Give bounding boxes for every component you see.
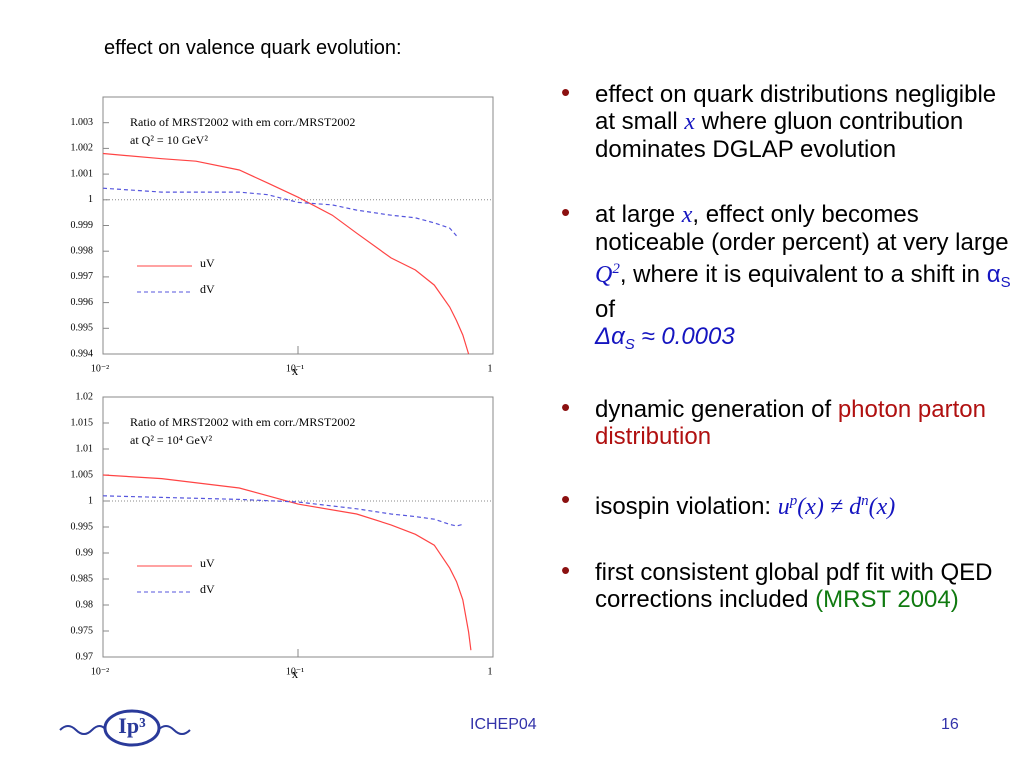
bullet-text: n [861,493,869,509]
bullet-text: S [1000,274,1011,291]
x-tick-label: 1 [488,363,493,374]
bullet-text: dynamic generation of [595,396,838,423]
y-tick-label: 1.005 [71,469,94,480]
chart-title: Ratio of MRST2002 with em corr./MRST2002 [130,115,355,129]
chart-subtitle: at Q² = 10 GeV² [130,133,208,147]
y-tick-label: 1 [88,495,93,506]
page-number: 16 [941,716,959,733]
x-tick-label: 10⁻¹ [286,363,304,374]
bullet-text: , where it is equivalent to a shift in [619,261,987,288]
bullet-text: where gluon contribution dominates DGLAP… [595,108,964,163]
series-line [102,152,470,355]
bullet: at large x, effect only becomes noticeab… [561,199,1015,358]
x-axis-label: x [292,666,299,681]
x-tick-label: 1 [488,666,493,677]
x-tick-label: 10⁻² [91,666,109,677]
series-line [102,495,463,527]
y-tick-label: 1.001 [71,168,94,179]
bullet-text: S [624,336,635,353]
bullet-text: isospin violation: [595,493,778,520]
heading: effect on valence quark evolution: [104,37,402,59]
bullet-text: (x) [868,494,896,520]
bullet-text: α [986,261,1001,288]
bullet-text: p [789,493,798,509]
y-tick-label: 0.996 [71,297,94,308]
bullet-text: effect on quark distributions negligible… [595,81,997,135]
legend-label: dV [200,282,215,296]
bullet: dynamic generation of photon parton dist… [561,394,1015,450]
footer-center: ICHEP04 [470,716,537,733]
bullet-text: Δα [595,323,625,350]
bullet: isospin violation: up(x) ≠ dn(x) [561,486,1015,521]
bullet-text: of [595,296,616,323]
series-line [102,474,472,651]
bullet-text: Q [595,262,613,288]
bullet: first consistent global pdf fit with QED… [561,557,1015,613]
y-tick-label: 0.985 [71,573,94,584]
y-tick-label: 0.98 [76,599,94,610]
bullet-text: 2 [612,261,620,277]
y-tick-label: 0.999 [71,220,94,231]
y-tick-label: 0.995 [71,323,94,334]
y-tick-label: 1.003 [71,117,94,128]
bullet-text: at large [595,201,682,228]
y-tick-label: 0.995 [71,521,94,532]
x-axis-label: x [292,363,299,378]
y-tick-label: 1.002 [71,143,94,154]
y-tick-label: 0.99 [76,547,94,558]
y-tick-label: 0.975 [71,625,94,636]
y-tick-label: 0.997 [71,271,94,282]
y-tick-label: 1.02 [76,391,94,402]
bullet-text: , effect only becomes noticeable (order … [595,201,1009,256]
bullet-text: x [681,202,693,228]
chart-subtitle: at Q² = 10⁴ GeV² [130,433,213,447]
bullet-text: x [684,109,696,135]
bullet-text: (x) ≠ d [797,494,862,520]
y-tick-label: 1.01 [76,443,94,454]
logo-text: Ip³ [118,713,146,738]
x-tick-label: 10⁻¹ [286,666,304,677]
y-tick-label: 0.97 [76,651,94,662]
legend-label: dV [200,582,215,596]
legend-label: uV [200,556,215,570]
bullet-text: ≈ 0.0003 [634,323,735,350]
chart-title: Ratio of MRST2002 with em corr./MRST2002 [130,415,355,429]
y-tick-label: 0.994 [71,348,94,359]
bullet-text: u [777,494,790,520]
bullet-text: first consistent global pdf fit with QED… [595,559,993,613]
bullet-text: (MRST 2004) [815,586,959,613]
logo: Ip³ [59,709,191,747]
bullet: effect on quark distributions negligible… [561,79,1015,163]
bullet-text: photon parton distribution [595,396,986,450]
y-tick-label: 1 [88,194,93,205]
x-tick-label: 10⁻² [91,363,109,374]
y-tick-label: 0.998 [71,245,94,256]
bullet-list: effect on quark distributions negligible… [560,79,1015,651]
legend-label: uV [200,256,215,270]
y-tick-label: 1.015 [71,417,94,428]
series-line [102,187,457,237]
